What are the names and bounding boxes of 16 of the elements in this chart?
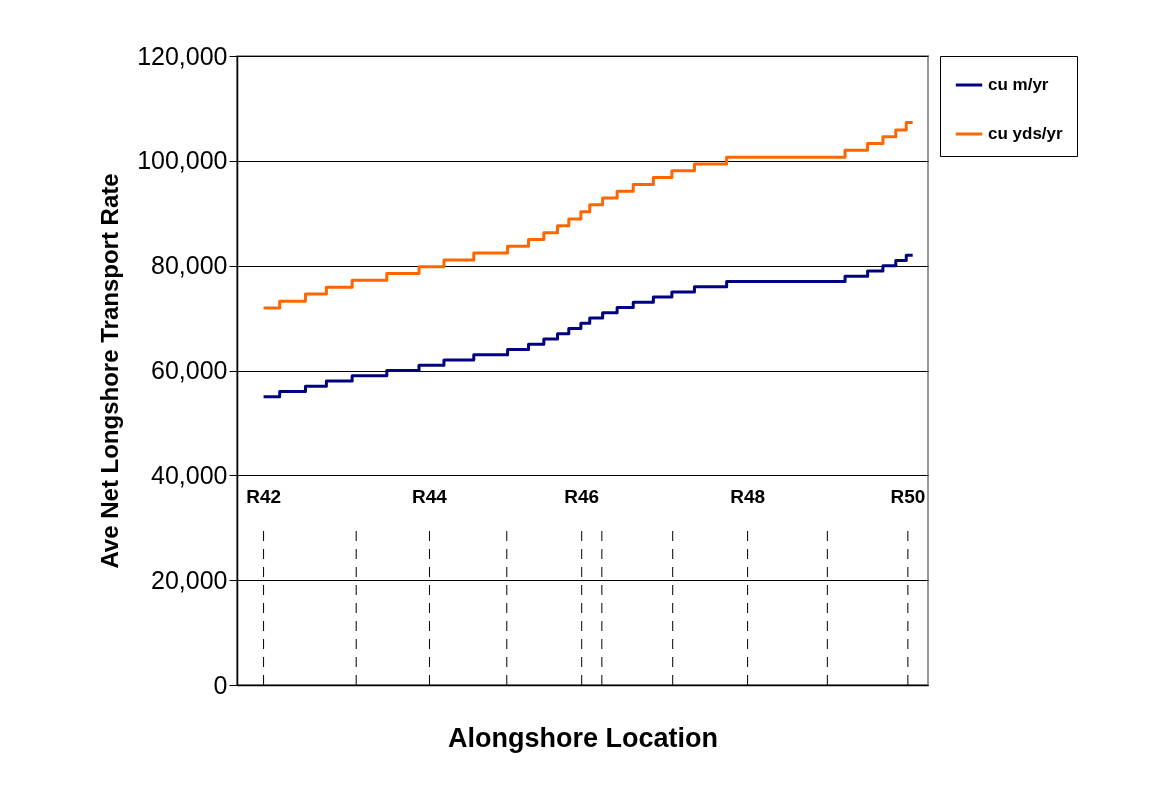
y-tick-label: 80,000 <box>151 251 228 280</box>
y-tick-label: 40,000 <box>151 460 228 489</box>
ref-line-label: R48 <box>730 486 766 507</box>
ref-line-label: R50 <box>890 486 926 507</box>
y-tick-label: 120,000 <box>137 41 228 70</box>
ref-line-label: R42 <box>246 486 282 507</box>
legend-label: cu m/yr <box>988 75 1049 94</box>
y-axis-title: Ave Net Longshore Transport Rate <box>96 173 124 569</box>
y-tick-label: 100,000 <box>137 146 228 175</box>
y-tick-label: 60,000 <box>151 356 228 384</box>
y-tick-label: 0 <box>213 670 228 699</box>
ref-line-label: R44 <box>412 486 448 507</box>
y-tick-label: 20,000 <box>151 565 228 594</box>
legend-label: cu yds/yr <box>988 124 1064 143</box>
x-axis-title: Alongshore Location <box>448 722 718 753</box>
ref-line-label: R46 <box>564 486 600 507</box>
